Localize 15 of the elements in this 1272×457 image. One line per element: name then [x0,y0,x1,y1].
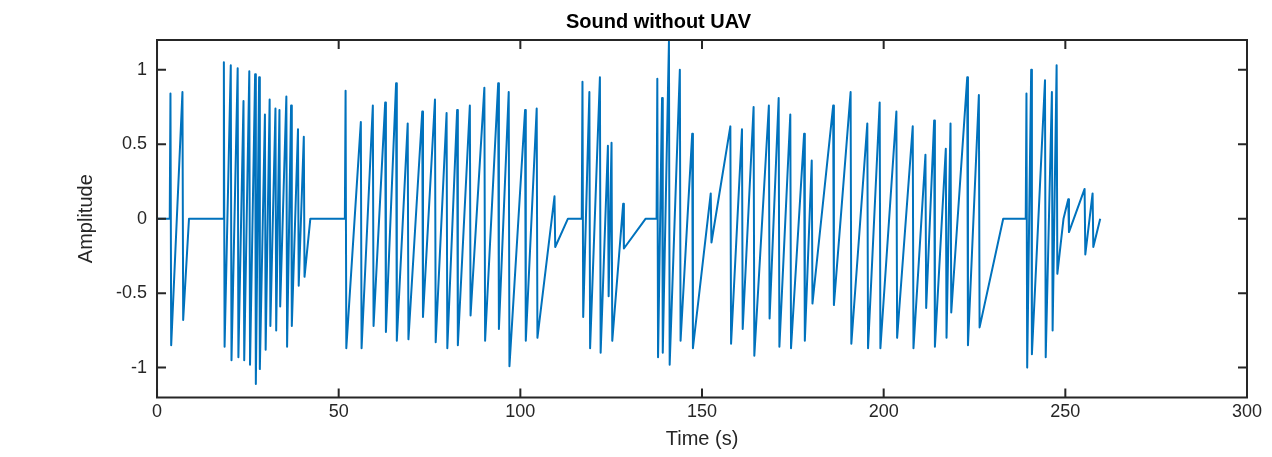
x-tick-label: 150 [686,401,718,422]
x-tick-label: 0 [152,401,163,422]
y-tick-label: 0.5 [121,133,148,154]
x-tick-label: 250 [1050,401,1081,422]
y-tick-label: -1 [131,356,148,377]
chart-title: Sound without UAV [565,9,752,32]
y-tick-label: -0.5 [115,282,148,303]
y-tick-label: 0 [137,207,148,228]
y-axis-title: Amplitude [73,174,96,264]
x-tick-label: 100 [505,401,536,422]
x-tick-label: 200 [868,401,899,422]
y-tick-label: 1 [137,58,148,79]
x-axis-title: Time (s) [665,426,739,449]
x-tick-label: 300 [1231,401,1263,422]
x-tick-label: 50 [328,401,349,422]
